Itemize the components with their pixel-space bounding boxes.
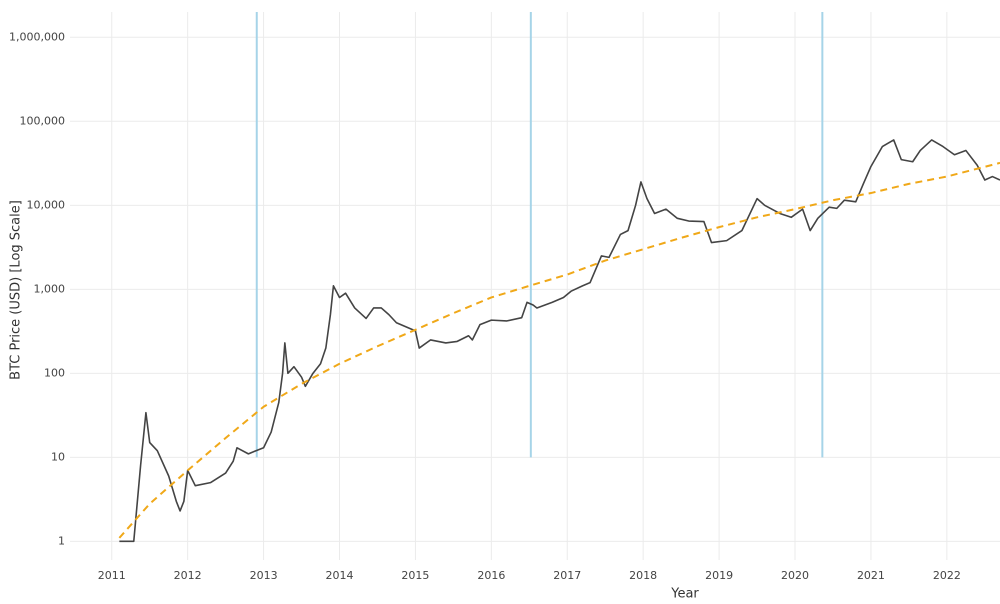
trend-line [118,161,1000,539]
x-tick-label: 2022 [933,569,961,582]
x-tick-label: 2013 [250,569,278,582]
x-tick-label: 2021 [857,569,885,582]
x-tick-label: 2015 [401,569,429,582]
y-tick-label: 1,000 [34,282,66,295]
y-tick-label: 100 [44,366,65,379]
x-axis-title: Year [670,587,699,601]
y-tick-label: 10 [51,450,65,463]
x-tick-label: 2014 [326,569,354,582]
y-axis-title: BTC Price (USD) [Log Scale] [9,200,24,380]
x-tick-label: 2012 [174,569,202,582]
x-tick-label: 2018 [629,569,657,582]
x-tick-label: 2011 [98,569,126,582]
price-line [119,139,1000,543]
x-tick-label: 2016 [477,569,505,582]
y-tick-label: 10,000 [27,198,66,211]
y-tick-label: 1,000,000 [9,30,65,43]
y-tick-label: 1 [58,534,65,547]
y-tick-label: 100,000 [20,114,66,127]
x-tick-label: 2017 [553,569,581,582]
x-tick-label: 2020 [781,569,809,582]
x-tick-label: 2019 [705,569,733,582]
